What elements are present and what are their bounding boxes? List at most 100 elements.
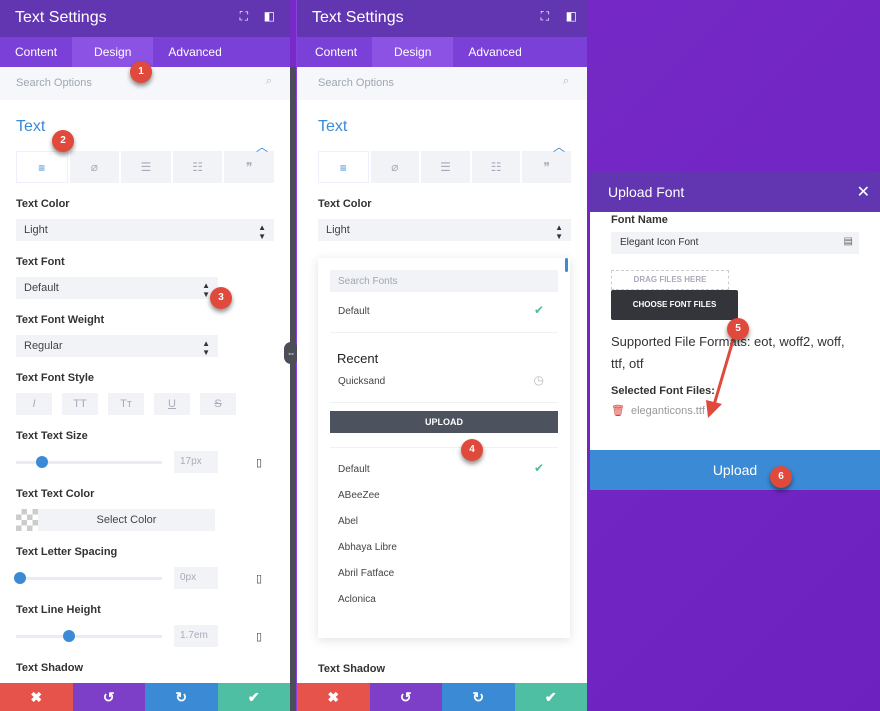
search-fonts-input[interactable]: Search Fonts (330, 270, 558, 292)
modal-title: Upload Font (608, 184, 685, 200)
recent-font-option[interactable]: Quicksand ◷ (330, 368, 558, 394)
font-name-input[interactable]: Elegant Icon Font ▤ (611, 232, 859, 254)
panel-title: Text Settings (312, 9, 404, 26)
tab-design[interactable]: Design (72, 37, 154, 67)
tab-design[interactable]: Design (372, 37, 454, 67)
font-weight-select[interactable]: Regular ▲ ▼ (16, 335, 218, 357)
responsive-phone-icon[interactable]: ▯ (256, 572, 263, 585)
select-color-button[interactable]: Select Color (38, 509, 215, 531)
font-option[interactable]: ABeeZee (338, 490, 380, 501)
cancel-button[interactable]: ✖ (297, 683, 370, 711)
section-title[interactable]: Text (318, 118, 348, 135)
no-alignment-icon[interactable]: ⌀ (69, 151, 120, 183)
tab-advanced[interactable]: Advanced (168, 45, 222, 59)
tab-content[interactable]: Content (315, 45, 358, 59)
panel-resize-bar[interactable] (290, 67, 296, 711)
font-option[interactable]: Abhaya Libre (338, 542, 397, 553)
font-style-group: I TT Tт U S (16, 393, 274, 415)
upload-font-button[interactable]: UPLOAD (330, 411, 558, 433)
step-badge-3: 3 (210, 287, 232, 309)
ordered-list-icon[interactable]: ☷ (471, 151, 521, 183)
responsive-phone-icon[interactable]: ▯ (256, 630, 263, 643)
text-color-label: Text Color (16, 198, 70, 210)
letter-spacing-label: Text Letter Spacing (16, 546, 118, 558)
divider (330, 447, 558, 448)
dropdown-scrollbar[interactable] (565, 258, 568, 272)
slider-handle[interactable] (62, 629, 75, 642)
ordered-list-icon[interactable]: ☷ (172, 151, 223, 183)
search-options-input[interactable]: Search Options ⌕ (297, 67, 587, 100)
font-option[interactable]: Aclonica (338, 594, 376, 605)
slider-handle[interactable] (14, 571, 27, 584)
redo-button[interactable]: ↻ (442, 683, 515, 711)
cancel-button[interactable]: ✖ (0, 683, 73, 711)
section-title[interactable]: Text (16, 118, 46, 135)
upload-button[interactable]: Upload (590, 450, 880, 490)
font-option-selected[interactable]: Default ✔ (330, 298, 558, 324)
undo-button[interactable]: ↺ (369, 683, 442, 711)
save-button[interactable]: ✔ (514, 683, 587, 711)
align-left-icon[interactable]: ≡ (318, 151, 369, 183)
transparent-swatch[interactable] (16, 509, 38, 531)
text-color-value: Light (326, 224, 350, 236)
undo-button[interactable]: ↺ (72, 683, 145, 711)
strikethrough-button[interactable]: S (200, 393, 236, 415)
font-option-label: Default (338, 306, 370, 317)
text-size-input[interactable]: 17px (174, 451, 218, 473)
unordered-list-icon[interactable]: ☰ (121, 151, 171, 183)
italic-button[interactable]: I (16, 393, 52, 415)
no-alignment-icon[interactable]: ⌀ (370, 151, 420, 183)
text-color-select[interactable]: Light ▲ ▼ (16, 219, 274, 241)
letter-spacing-input[interactable]: 0px (174, 567, 218, 589)
close-icon[interactable]: ✕ (856, 184, 870, 201)
drag-files-zone[interactable]: DRAG FILES HERE (611, 270, 729, 290)
line-height-slider[interactable] (16, 629, 162, 642)
sidebar-toggle-icon[interactable]: ◧ (565, 9, 577, 23)
font-dropdown: Search Fonts Default ✔ Recent Quicksand ◷ … (318, 258, 570, 638)
text-color-value: Light (24, 224, 48, 236)
font-style-label: Text Font Style (16, 372, 95, 384)
text-font-select[interactable]: Default ▲ ▼ (16, 277, 218, 299)
align-left-icon[interactable]: ≡ (16, 151, 68, 183)
text-size-slider[interactable] (16, 455, 162, 468)
panel-header: Text Settings ⛶ ◧ (297, 0, 587, 37)
tab-content[interactable]: Content (15, 45, 58, 59)
text-font-label: Text Font (16, 256, 65, 268)
font-weight-value: Regular (24, 340, 63, 352)
blockquote-icon[interactable]: ❞ (522, 151, 571, 183)
font-option[interactable]: Default ✔ (330, 456, 558, 482)
chevron-up-icon[interactable]: ︿ (255, 140, 268, 154)
line-height-input[interactable]: 1.7em (174, 625, 218, 647)
save-button[interactable]: ✔ (217, 683, 290, 711)
font-option[interactable]: Abel (338, 516, 359, 527)
text-size-label: Text Text Size (16, 430, 88, 442)
underline-button[interactable]: U (154, 393, 190, 415)
fullscreen-icon[interactable]: ⛶ (239, 9, 248, 23)
unordered-list-icon[interactable]: ☰ (421, 151, 470, 183)
sidebar-toggle-icon[interactable]: ◧ (263, 9, 275, 23)
redo-button[interactable]: ↻ (145, 683, 218, 711)
fullscreen-icon[interactable]: ⛶ (540, 9, 549, 23)
step-badge-2: 2 (52, 130, 74, 152)
text-shadow-label: Text Shadow (16, 662, 84, 674)
blockquote-icon[interactable]: ❞ (224, 151, 274, 183)
step-badge-4: 4 (461, 439, 483, 461)
small-caps-button[interactable]: Tт (108, 393, 144, 415)
font-option[interactable]: Abril Fatface (338, 568, 395, 579)
settings-panel-left: Text Settings ⛶ ◧ Content Design Advanced… (0, 0, 290, 711)
uppercase-button[interactable]: TT (62, 393, 98, 415)
selected-files-label: Selected Font Files: (611, 385, 715, 397)
trash-icon[interactable]: 🗑 (611, 405, 625, 417)
letter-spacing-slider[interactable] (14, 571, 162, 584)
responsive-phone-icon[interactable]: ▯ (256, 456, 263, 469)
slider-handle[interactable] (36, 455, 49, 468)
text-color-select[interactable]: Light ▲ ▼ (318, 219, 571, 241)
tab-advanced[interactable]: Advanced (468, 45, 522, 59)
choose-font-files-button[interactable]: CHOOSE FONT FILES (611, 290, 738, 320)
resize-handle-icon[interactable]: ⇔ (284, 342, 298, 364)
chevron-up-icon[interactable]: ︿ (552, 140, 565, 154)
panel-header: Text Settings ⛶ ◧ (0, 0, 290, 37)
dynamic-content-icon[interactable]: ▤ (843, 236, 853, 247)
recent-heading: Recent (337, 351, 379, 366)
